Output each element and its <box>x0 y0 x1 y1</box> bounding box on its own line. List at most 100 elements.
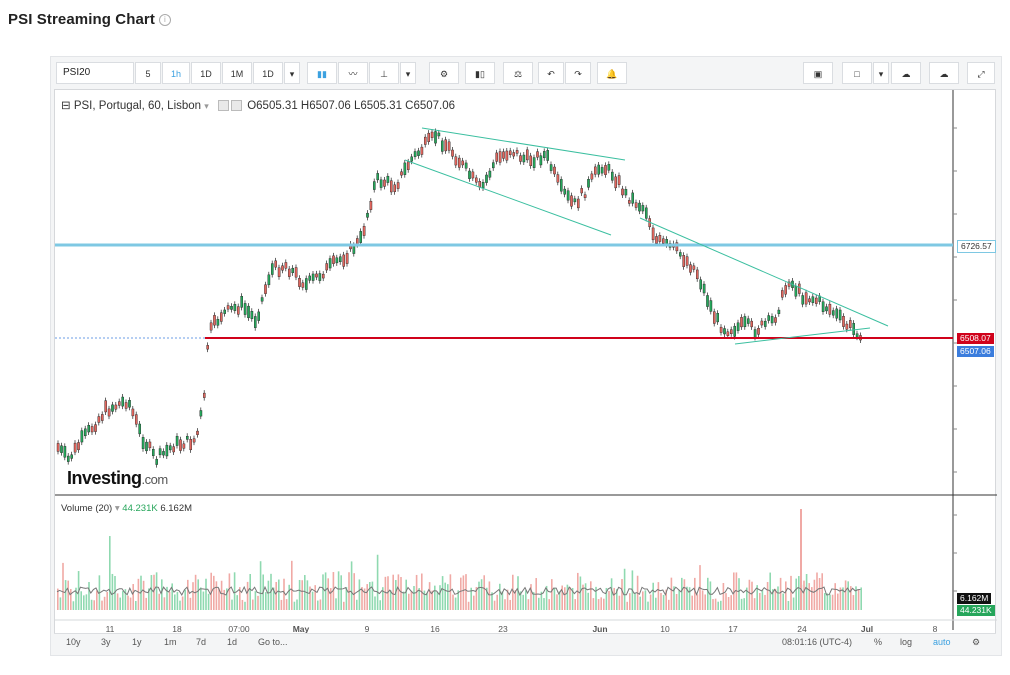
volume-bar <box>590 581 592 610</box>
candle <box>604 165 607 175</box>
volume-bar <box>132 584 134 610</box>
candles-icon[interactable]: ▮▮ <box>307 62 337 84</box>
candle <box>172 446 175 453</box>
volume-bar <box>75 587 77 610</box>
cloud-upload-icon[interactable]: ☁ <box>929 62 959 84</box>
settings-icon[interactable] <box>218 100 229 112</box>
volume-bar <box>174 594 176 610</box>
candle <box>764 320 767 327</box>
undo-icon[interactable]: ↶ <box>538 62 564 84</box>
studies-icon[interactable]: ▮▯ <box>465 62 495 84</box>
chevron-down-icon[interactable]: ▾ <box>114 503 120 514</box>
candle <box>84 428 87 437</box>
volume-bar <box>426 592 428 610</box>
price-chart[interactable]: 11 18 07:00 May 9 16 23 Jun 10 17 24 Jul 8 ⊟ PSI, Po… <box>54 89 997 650</box>
candle <box>781 290 784 298</box>
gear-icon[interactable]: ⚙ <box>429 62 459 84</box>
interval-5[interactable]: 5 <box>135 62 161 84</box>
eye-icon[interactable] <box>231 100 242 112</box>
candle <box>158 448 162 456</box>
candle <box>424 136 427 145</box>
volume-bar <box>634 592 636 610</box>
indicator-icon[interactable]: 〰 <box>338 62 368 84</box>
chevron-down-icon[interactable]: ▾ <box>204 101 209 111</box>
volume-bar <box>478 581 480 610</box>
volume-bar <box>733 572 735 610</box>
volume-bar <box>439 585 441 610</box>
candle <box>478 181 482 188</box>
chart-canvas[interactable]: 11 18 07:00 May 9 16 23 Jun 10 17 24 Jul 8 <box>55 90 997 650</box>
candle <box>257 311 261 321</box>
candle <box>730 329 733 335</box>
volume-bar <box>603 598 605 610</box>
volume-bar <box>727 597 730 610</box>
collapse-icon[interactable]: ⊟ <box>61 100 71 112</box>
alert-icon[interactable]: 🔔 <box>597 62 627 84</box>
volume-bar <box>291 560 293 610</box>
camera-icon[interactable]: ▣ <box>803 62 833 84</box>
range-1d[interactable]: 1d <box>227 637 238 647</box>
range-3y[interactable]: 3y <box>101 637 111 647</box>
compare-icon[interactable]: ⚖ <box>503 62 533 84</box>
candle <box>696 269 699 280</box>
volume-bar <box>62 562 64 610</box>
volume-bar <box>660 592 662 610</box>
candle <box>481 182 485 189</box>
volume-bar <box>353 573 355 610</box>
volume-bar <box>569 587 571 610</box>
volume-bar <box>465 574 467 610</box>
candle <box>553 166 556 175</box>
goto-button[interactable]: Go to... <box>258 637 288 647</box>
redo-icon[interactable]: ↷ <box>565 62 591 84</box>
layout-icon[interactable]: □ <box>842 62 872 84</box>
volume-bar <box>722 583 725 610</box>
candle <box>784 285 787 295</box>
volume-bar <box>444 582 446 610</box>
info-icon[interactable]: i <box>158 14 171 27</box>
candle <box>743 316 747 328</box>
interval-dropdown[interactable]: 1D <box>253 62 283 84</box>
bars-icon[interactable]: ⊥ <box>369 62 399 84</box>
x-axis-label: 8 <box>933 624 938 634</box>
log-toggle[interactable]: log <box>900 637 913 647</box>
symbol-input[interactable]: PSI20 <box>56 62 134 84</box>
candle <box>726 331 730 336</box>
candle <box>298 278 301 287</box>
cloud-download-icon[interactable]: ☁ <box>891 62 921 84</box>
candle <box>614 176 617 189</box>
volume-bar <box>179 600 181 610</box>
volume-bar <box>202 591 205 610</box>
candle <box>638 202 641 212</box>
candle <box>454 156 458 166</box>
range-7d[interactable]: 7d <box>196 637 207 647</box>
range-10y[interactable]: 10y <box>66 637 81 647</box>
interval-1d[interactable]: 1D <box>191 62 221 84</box>
candle <box>267 274 271 286</box>
volume-bar <box>413 586 415 610</box>
candle <box>359 231 363 243</box>
auto-toggle[interactable]: auto <box>933 637 951 647</box>
percent-toggle[interactable]: % <box>874 637 883 647</box>
range-1y[interactable]: 1y <box>132 637 142 647</box>
candle <box>495 152 499 162</box>
candle <box>804 292 808 305</box>
candle <box>526 149 529 161</box>
volume-bar <box>148 588 150 610</box>
candle <box>679 252 682 257</box>
range-1m[interactable]: 1m <box>164 637 177 647</box>
volume-bar <box>678 589 680 610</box>
chevron-down-icon[interactable]: ▾ <box>400 62 416 84</box>
chevron-down-icon[interactable]: ▾ <box>284 62 300 84</box>
interval-1h[interactable]: 1h <box>162 62 190 84</box>
volume-bar <box>826 593 829 610</box>
candle <box>352 245 356 254</box>
chevron-down-icon[interactable]: ▾ <box>873 62 889 84</box>
gear-icon[interactable]: ⚙ <box>972 637 981 647</box>
volume-bar <box>816 572 818 610</box>
interval-1m[interactable]: 1M <box>222 62 252 84</box>
candle <box>230 306 233 310</box>
volume-bar <box>241 599 244 610</box>
fullscreen-icon[interactable]: ⤢ <box>967 62 995 84</box>
volume-bar <box>252 599 254 610</box>
volume-bar <box>675 593 678 610</box>
